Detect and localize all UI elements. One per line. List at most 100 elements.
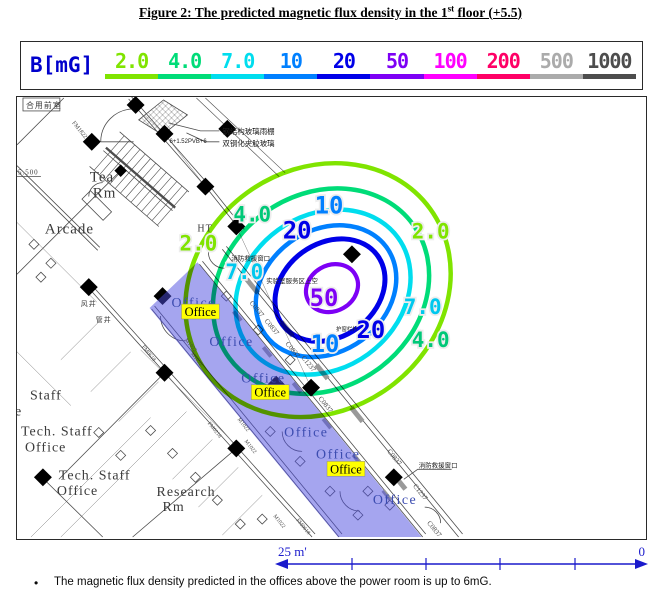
legend-entry-500: 500 [529, 49, 583, 79]
scale-arrow-right [635, 559, 648, 569]
cad-code-label: FM0218 [206, 421, 223, 440]
floor-plan [17, 97, 463, 538]
legend-entry-50: 50 [370, 49, 424, 79]
legend-unit-label: B[mG] [30, 53, 94, 77]
contour-label-10: 10 [311, 330, 340, 358]
legend-value: 1000 [587, 49, 632, 73]
office-label: Office [316, 447, 360, 462]
legend-value: 4.0 [168, 49, 202, 73]
legend-entry-10: 10 [264, 49, 318, 79]
contour-label-7.0: 7.0 [225, 260, 263, 284]
room-label: Tech. Staff [21, 424, 93, 439]
legend-color-swatch [423, 74, 477, 79]
room-label: Office [25, 440, 66, 455]
legend-entry-1000: 1000 [582, 49, 636, 79]
annotation-label: 消防救援窗口 [231, 253, 270, 262]
office-labels: OfficeOfficeOfficeOfficeOfficeOfficeOffi… [172, 296, 417, 508]
legend-color-swatch [582, 74, 636, 79]
office-highlight-box [326, 461, 366, 477]
legend-entry-2.0: 2.0 [105, 49, 159, 79]
contour-rings [183, 160, 453, 420]
contour-ring-20 [272, 236, 388, 344]
room-label: Staff [30, 389, 62, 404]
footnote-text: The magnetic flux density predicted in t… [54, 576, 492, 588]
cad-code-label: FM0618 [140, 344, 157, 363]
legend-color-swatch [158, 74, 212, 79]
cad-code-label: M1022 [243, 439, 258, 455]
contour-map: 合用前室 5.500 Tea Rm Arcade HT 风井 管井 Staff e Tech. St… [16, 96, 647, 540]
room-label: Tea [90, 170, 114, 186]
legend-entry-4.0: 4.0 [158, 49, 212, 79]
annotation-label: 实验室服务区上空 [266, 276, 318, 285]
legend-color-swatch [264, 74, 318, 79]
contour-label-7.0: 7.0 [404, 295, 442, 319]
legend-color-swatch [211, 74, 265, 79]
legend-box: B[mG] 2.0 4.0 7.0 10 20 50 100 200 500 1000 [20, 41, 643, 90]
legend-value: 20 [332, 49, 356, 73]
room-label: HT [197, 223, 212, 234]
legend-value: 10 [279, 49, 303, 73]
cad-code-label: FM1822 [70, 120, 88, 140]
caption-text: Figure 2: The predicted magnetic flux de… [139, 4, 448, 20]
room-label: 合用前室 [26, 100, 62, 110]
legend-value: 200 [486, 49, 521, 73]
legend-color-swatch [476, 74, 530, 79]
scale-arrow-left [275, 559, 288, 569]
contour-ring-4.0 [210, 186, 432, 397]
scale-label-right: 0 [639, 544, 646, 559]
room-label: Research [157, 485, 216, 500]
office-label: Office [241, 372, 285, 387]
annotation-label: 护窗栏杆 [336, 325, 358, 333]
contour-ring-2.0 [183, 160, 453, 420]
room-label: 5.500 [18, 169, 39, 177]
legend-color-swatch [370, 74, 424, 79]
legend-value: 100 [433, 49, 468, 73]
office-highlight-label: Office [185, 305, 217, 319]
caption-text-2: floor (+5.5) [454, 4, 522, 20]
annotation-label: 钢结构玻璃雨棚 [222, 126, 274, 136]
contour-label-4.0: 4.0 [233, 202, 271, 226]
office-highlight-box [181, 303, 220, 320]
room-label: Tech. Staff [59, 468, 131, 483]
contour-label-2.0: 2.0 [180, 231, 218, 255]
legend-entry-100: 100 [423, 49, 477, 79]
legend-color-swatch [317, 74, 371, 79]
room-label: 风井 [81, 299, 97, 308]
legend-value: 50 [385, 49, 409, 73]
caption-superscript: st [447, 3, 455, 13]
contour-label-20: 20 [356, 316, 385, 344]
office-highlight-box [251, 384, 290, 400]
contour-label-2.0: 2.0 [412, 219, 450, 243]
room-label: Arcade [45, 221, 94, 237]
office-label: Office [284, 425, 328, 440]
figure-caption: Figure 2: The predicted magnetic flux de… [0, 3, 661, 21]
legend-value: 500 [539, 49, 574, 73]
legend-value: 2.0 [114, 49, 149, 73]
scale-bar: 25 m' 0 [275, 544, 648, 570]
scale-line [278, 558, 645, 570]
office-label: Office [373, 493, 417, 508]
legend-entries: 2.0 4.0 7.0 10 20 50 100 200 500 1000 [105, 49, 636, 79]
room-label: Rm [163, 500, 185, 515]
contour-label-20: 20 [283, 216, 312, 244]
room-label: Rm [93, 186, 117, 202]
room-label: 管井 [96, 315, 112, 324]
legend-entry-200: 200 [476, 49, 530, 79]
office-label: Office [209, 335, 253, 350]
contour-label-4.0: 4.0 [412, 328, 450, 352]
legend-entry-7.0: 7.0 [211, 49, 265, 79]
legend-value: 7.0 [221, 49, 255, 73]
office-highlight-label: Office [330, 462, 362, 476]
room-label: e [17, 405, 22, 420]
office-highlight-label: Office [254, 386, 286, 400]
annotation-label: 消防救援窗口 [419, 460, 458, 469]
contour-label-10: 10 [315, 191, 344, 219]
footnote: • The magnetic flux density predicted in… [34, 576, 634, 590]
legend-color-swatch [105, 74, 159, 79]
legend-color-swatch [529, 74, 583, 79]
cad-code-label: C0837 [385, 448, 403, 468]
legend-entry-20: 20 [317, 49, 371, 79]
cad-code-label: M1022 [272, 514, 287, 530]
